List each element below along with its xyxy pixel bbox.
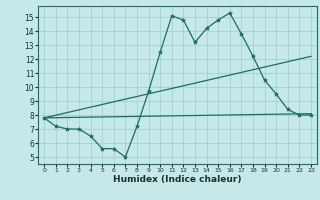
X-axis label: Humidex (Indice chaleur): Humidex (Indice chaleur): [113, 175, 242, 184]
